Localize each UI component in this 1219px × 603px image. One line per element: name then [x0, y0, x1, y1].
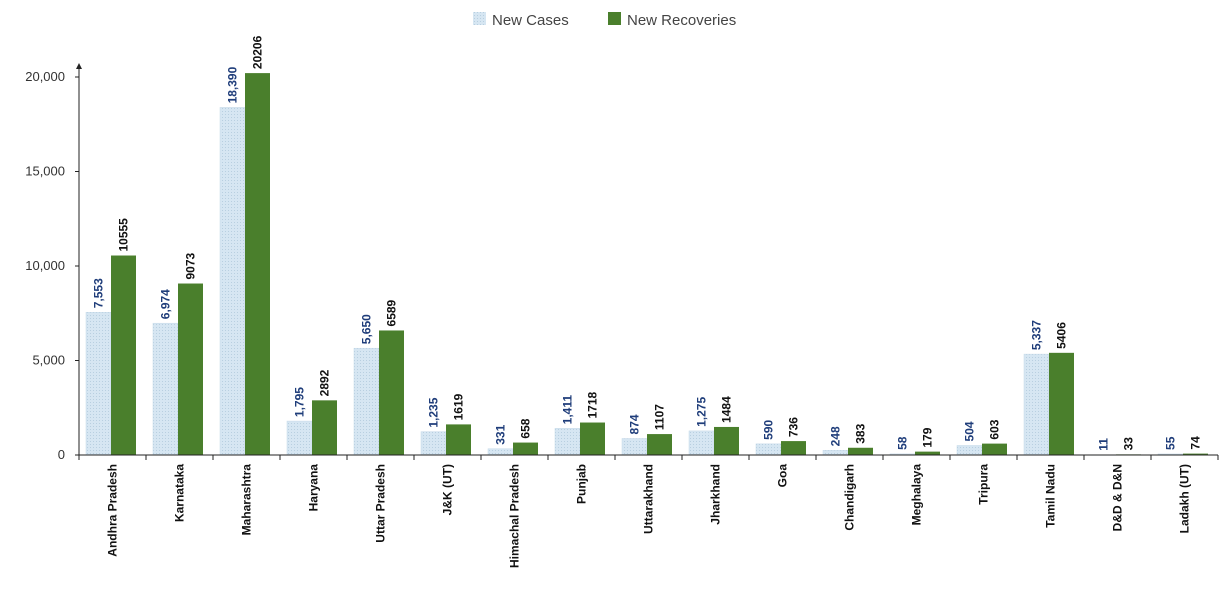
bar-new-recoveries [312, 400, 337, 455]
data-label-new-recoveries: 1619 [452, 393, 466, 420]
data-label-new-cases: 1,275 [695, 397, 709, 427]
data-label-new-cases: 6,974 [159, 289, 173, 319]
bar-new-recoveries [714, 426, 739, 455]
data-label-new-recoveries: 10555 [117, 218, 131, 252]
bar-new-recoveries [982, 443, 1007, 455]
x-category-label: Goa [776, 464, 790, 488]
y-tick-label: 10,000 [25, 258, 65, 273]
data-label-new-cases: 55 [1164, 436, 1178, 450]
bar-new-recoveries [915, 451, 940, 455]
data-label-new-recoveries: 5406 [1055, 322, 1069, 349]
legend-item-new-cases: New Cases [473, 12, 569, 29]
bar-new-recoveries [1049, 352, 1074, 455]
x-category-label: Maharashtra [240, 464, 254, 536]
bar-new-recoveries [245, 73, 270, 455]
data-label-new-recoveries: 736 [787, 417, 801, 437]
bar-new-recoveries [178, 283, 203, 455]
bar-new-recoveries [580, 422, 605, 455]
data-label-new-recoveries: 74 [1189, 436, 1203, 450]
x-category-label: Tripura [977, 464, 991, 505]
bar-new-cases [420, 431, 447, 456]
data-label-new-recoveries: 1718 [586, 392, 600, 419]
x-category-label: Punjab [575, 464, 589, 504]
x-category-label: J&K (UT) [441, 464, 455, 515]
data-label-new-recoveries: 383 [854, 423, 868, 443]
bar-new-cases [487, 448, 514, 456]
data-label-new-cases: 1,411 [561, 395, 575, 425]
data-label-new-cases: 58 [896, 436, 910, 450]
data-label-new-recoveries: 1107 [653, 404, 667, 430]
data-label-new-cases: 18,390 [226, 66, 240, 103]
data-label-new-cases: 7,553 [92, 278, 106, 308]
bar-new-cases [219, 107, 246, 456]
data-label-new-cases: 1,235 [427, 397, 441, 427]
legend: New Cases New Recoveries [473, 12, 736, 29]
x-category-label: Karnataka [173, 464, 187, 522]
data-label-new-cases: 331 [494, 424, 508, 444]
x-category-label: Jharkhand [709, 464, 723, 525]
y-tick-label: 20,000 [25, 69, 65, 84]
bar-new-cases [85, 311, 112, 456]
bar-new-recoveries [513, 442, 538, 455]
data-label-new-recoveries: 603 [988, 419, 1002, 439]
data-label-new-recoveries: 2892 [318, 369, 332, 396]
data-label-new-recoveries: 179 [921, 427, 935, 447]
bar-new-recoveries [1183, 453, 1208, 455]
data-label-new-cases: 874 [628, 414, 642, 434]
y-tick-label: 5,000 [32, 353, 65, 368]
x-category-label: Ladakh (UT) [1178, 464, 1192, 533]
data-label-new-cases: 11 [1097, 438, 1111, 451]
x-category-label: Chandigarh [843, 464, 857, 531]
bar-new-cases [822, 450, 849, 456]
legend-label-new-recoveries: New Recoveries [627, 12, 736, 29]
data-label-new-recoveries: 20206 [251, 35, 265, 69]
bar-new-cases [1023, 353, 1050, 456]
legend-label-new-cases: New Cases [492, 12, 569, 29]
data-label-new-recoveries: 1484 [720, 396, 734, 423]
y-axis-arrow [76, 63, 82, 69]
bar-new-recoveries [379, 330, 404, 455]
data-label-new-cases: 1,795 [293, 387, 307, 417]
bar-new-recoveries [111, 255, 136, 455]
data-label-new-cases: 5,337 [1030, 320, 1044, 350]
data-label-new-cases: 504 [963, 421, 977, 441]
bar-new-recoveries [781, 441, 806, 455]
y-tick-label: 0 [58, 447, 65, 462]
data-label-new-cases: 5,650 [360, 314, 374, 344]
bar-new-cases [286, 420, 313, 456]
bar-new-cases [353, 347, 380, 456]
bar-new-recoveries [446, 424, 471, 455]
x-axis: Andhra Pradesh Karnataka Maharashtra Haryan… [78, 454, 1219, 568]
x-category-label: Uttar Pradesh [374, 464, 388, 543]
data-label-new-cases: 248 [829, 426, 843, 446]
x-category-label: Himachal Pradesh [508, 464, 522, 568]
bar-new-cases [956, 445, 983, 456]
bar-new-cases [152, 322, 179, 456]
x-category-label: D&D & D&N [1111, 464, 1125, 531]
bar-new-cases [554, 428, 581, 456]
bar-new-cases [755, 443, 782, 456]
data-label-new-cases: 590 [762, 420, 776, 440]
legend-swatch-new-recoveries [608, 12, 621, 25]
bar-new-recoveries [647, 434, 672, 455]
bar-new-recoveries [848, 447, 873, 455]
data-label-new-recoveries: 33 [1122, 437, 1136, 451]
bars: 7,553 6,974 18,390 1,795 5,650 1,235 331 1,411 8… [85, 35, 1208, 456]
x-category-label: Andhra Pradesh [106, 464, 120, 557]
bar-new-cases [688, 430, 715, 456]
x-category-label: Uttarakhand [642, 464, 656, 534]
data-label-new-recoveries: 6589 [385, 299, 399, 326]
bar-new-cases [621, 438, 648, 456]
legend-item-new-recoveries: New Recoveries [608, 12, 736, 29]
data-label-new-recoveries: 9073 [184, 252, 198, 279]
legend-swatch-new-cases [473, 12, 486, 25]
x-category-label: Haryana [307, 464, 321, 512]
x-category-label: Meghalaya [910, 464, 924, 526]
y-axis: 0 5,000 10,000 15,000 20,000 [25, 63, 82, 462]
data-label-new-recoveries: 658 [519, 418, 533, 438]
y-tick-label: 15,000 [25, 164, 65, 179]
x-category-label: Tamil Nadu [1044, 464, 1058, 528]
